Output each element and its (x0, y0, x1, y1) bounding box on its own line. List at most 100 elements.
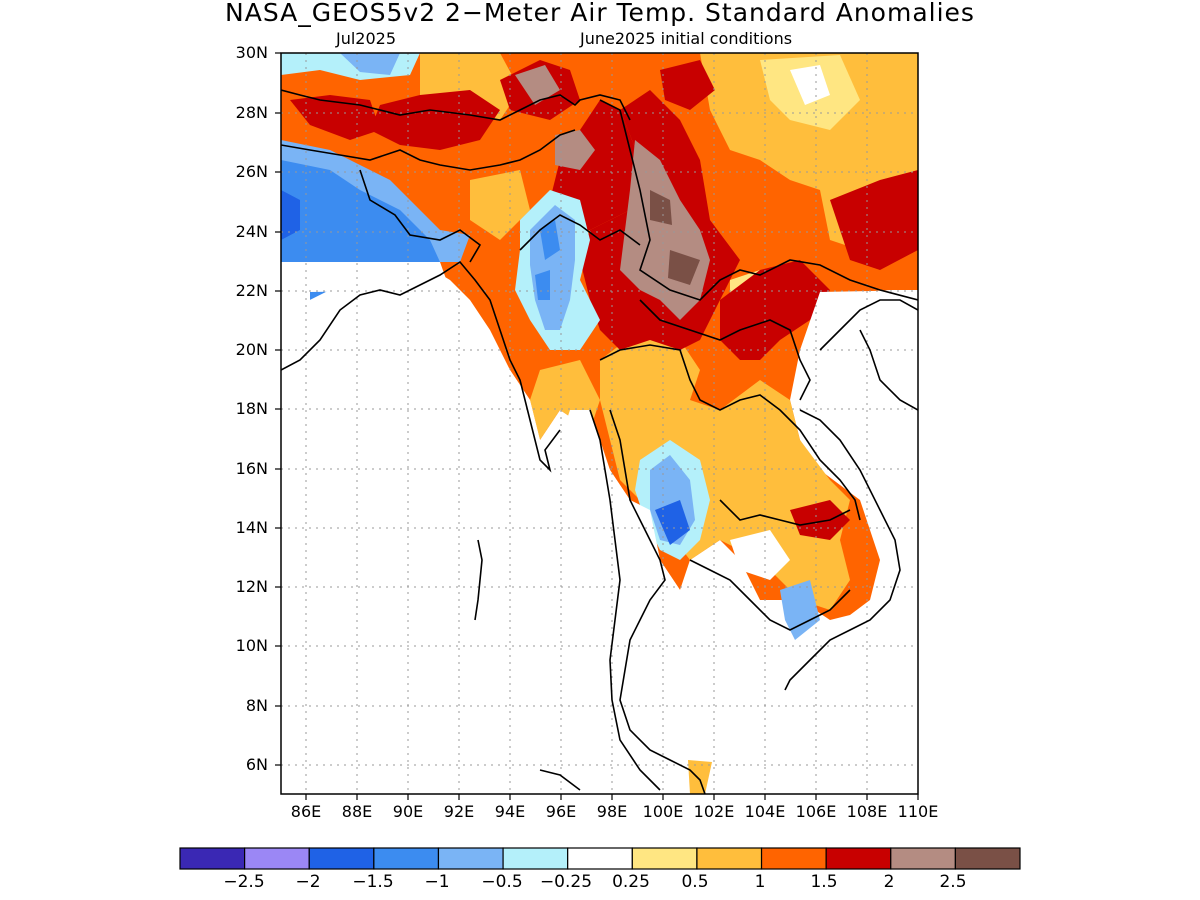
lat-label: 6N (245, 755, 268, 774)
colorbar-label: −1 (424, 872, 450, 892)
colorbar-swatch (760, 847, 827, 870)
anomaly-zone-red (790, 500, 850, 540)
lat-label: 28N (235, 103, 268, 122)
colorbar (179, 847, 1021, 870)
lat-label: 8N (245, 696, 268, 715)
axis-ticks (275, 52, 919, 800)
anomaly-zone-blue (281, 160, 440, 340)
lon-label: 110E (897, 802, 939, 821)
colorbar-swatch (890, 847, 956, 870)
himalaya-border (281, 89, 631, 121)
lat-label: 18N (235, 399, 268, 418)
anomaly-zone-light-blue (780, 580, 820, 640)
lon-label: 106E (795, 802, 837, 821)
cambodia-border (719, 499, 851, 526)
colorbar-swatch (696, 847, 763, 870)
anomaly-zone-red (370, 90, 500, 150)
lon-label: 92E (443, 802, 475, 821)
anomaly-zone-light-orange (688, 760, 712, 794)
lat-label: 20N (235, 340, 268, 359)
anomaly-zone-blue (540, 220, 560, 260)
colorbar-swatch (373, 847, 440, 870)
lon-label: 98E (596, 802, 628, 821)
lon-label: 94E (494, 802, 526, 821)
colorbar-label: 2.5 (939, 872, 967, 892)
lat-label: 16N (235, 459, 268, 478)
colorbar-swatch (567, 847, 633, 870)
andaman-islands (474, 539, 483, 621)
vietnam-coast (784, 409, 901, 691)
colorbar-label: −1.5 (352, 872, 394, 892)
anomaly-zone-red (290, 95, 380, 140)
anomaly-field (281, 53, 918, 794)
anomaly-zone-white (730, 530, 790, 580)
lat-label: 10N (235, 636, 268, 655)
map-grid (281, 53, 918, 794)
anomaly-zone-light-blue (340, 53, 400, 75)
anomaly-zone-light-orange (470, 170, 530, 240)
lon-label: 108E (846, 802, 888, 821)
colorbar-swatch (179, 847, 246, 870)
anomaly-zone-pink-brown (555, 130, 595, 170)
nepal-bhutan-border (281, 129, 576, 171)
lon-label: 96E (545, 802, 577, 821)
anomaly-zone-white (790, 65, 830, 105)
colorbar-label: −2 (295, 872, 321, 892)
anomaly-zone-dark-blue (281, 190, 300, 240)
map-frame (280, 52, 919, 795)
colorbar-label: 1 (754, 872, 766, 892)
lon-label: 86E (290, 802, 322, 821)
anomaly-zone-red (830, 170, 918, 270)
colorbar-label: 0.5 (681, 872, 709, 892)
thai-peninsula-coast-west (589, 409, 661, 791)
no-data-ocean (281, 262, 450, 360)
gulf-of-tonkin-coast (819, 299, 918, 351)
colorbar-label: −2.5 (223, 872, 265, 892)
lat-label: 22N (235, 281, 268, 300)
colorbar-swatch (502, 847, 569, 870)
lat-label: 14N (235, 518, 268, 537)
colorbar-swatch (437, 847, 504, 870)
laos-thai-border (599, 344, 861, 521)
anomaly-zone-dark-brown (668, 250, 700, 285)
lon-label: 88E (341, 802, 373, 821)
anomaly-zone-red (720, 260, 830, 360)
lat-label: 24N (235, 222, 268, 241)
anomaly-zone-pink-brown (515, 65, 560, 105)
laos-north-border (639, 299, 811, 401)
colorbar-swatch (954, 847, 1021, 870)
colorbar-label: 0.25 (612, 872, 650, 892)
lon-label: 100E (642, 802, 684, 821)
myanmar-border (519, 214, 641, 251)
initial-conditions: June2025 initial conditions (580, 29, 793, 48)
no-data-ocean (800, 290, 918, 440)
colorbar-label: −0.5 (481, 872, 523, 892)
lon-label: 90E (392, 802, 424, 821)
colorbar-swatch (631, 847, 698, 870)
lat-label: 12N (235, 577, 268, 596)
thai-peninsula-coast-east (609, 409, 706, 794)
colorbar-swatch (244, 847, 310, 870)
lat-label: 26N (235, 162, 268, 181)
bay-of-bengal-coast (281, 260, 561, 473)
colorbar-label: 2 (883, 872, 895, 892)
colorbar-swatch (308, 847, 375, 870)
colorbar-label: 1.5 (810, 872, 838, 892)
forecast-month: Jul2025 (336, 29, 397, 48)
lat-label: 30N (235, 43, 268, 62)
lon-label: 104E (744, 802, 786, 821)
china-border (599, 99, 918, 301)
no-data-ocean (281, 290, 918, 794)
anomaly-zone-blue (535, 270, 550, 300)
anomaly-zone-dark-blue (655, 500, 690, 545)
anomaly-zone-red (660, 60, 715, 110)
coastlines-borders (281, 89, 918, 794)
bangladesh-border (359, 169, 482, 263)
sumatra-coast (539, 769, 581, 791)
chart-title: NASA_GEOS5v2 2−Meter Air Temp. Standard … (225, 0, 975, 27)
anomaly-zone-dark-brown (650, 190, 672, 225)
colorbar-swatch (825, 847, 892, 870)
lon-label: 102E (693, 802, 735, 821)
vietnam-north-coast (859, 329, 918, 411)
